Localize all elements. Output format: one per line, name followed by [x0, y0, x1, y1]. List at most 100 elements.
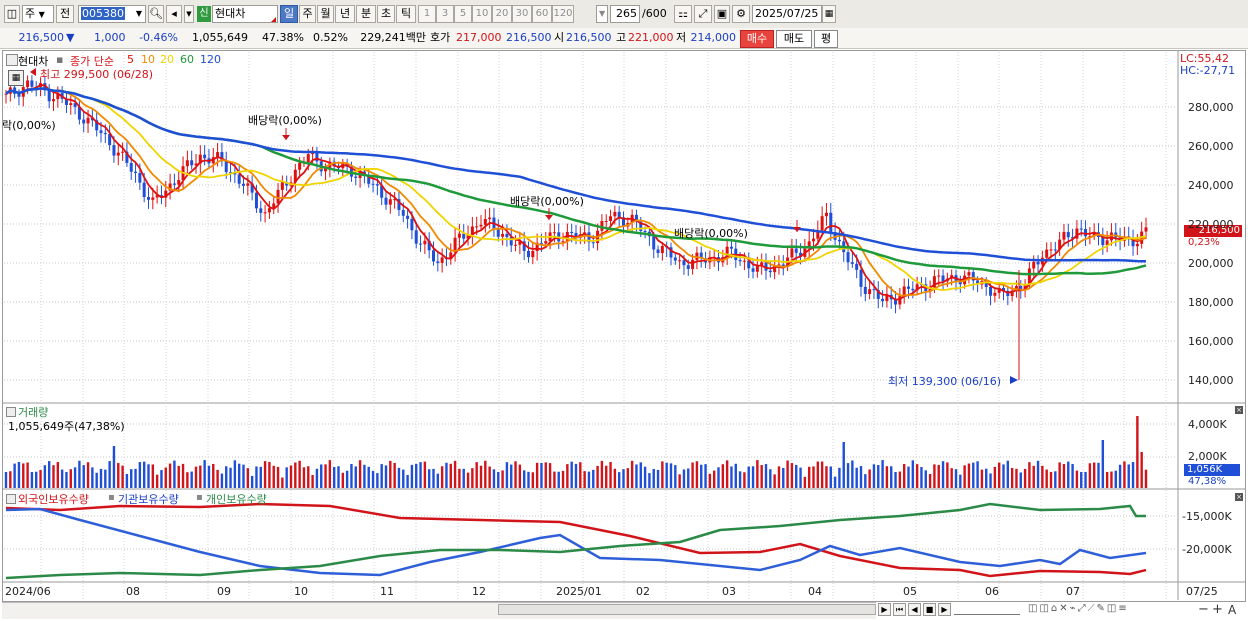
volume-bar	[397, 467, 401, 488]
stock-name-field[interactable]: 현대차	[212, 5, 278, 23]
sell-button[interactable]: 매도	[776, 30, 812, 48]
x-axis-label: 2024/06	[5, 585, 51, 598]
period-button[interactable]: 초	[377, 5, 395, 23]
ask-label: 호가	[430, 31, 451, 44]
interval-button[interactable]: 3	[436, 5, 454, 23]
scroll-start-icon[interactable]: ⏮	[893, 603, 906, 616]
play-forward-icon[interactable]: ▶	[938, 603, 951, 616]
panel-menu-icon[interactable]	[6, 54, 18, 66]
close-icon[interactable]: ×	[1235, 406, 1243, 414]
chevron-down-icon[interactable]: ▼	[135, 9, 142, 18]
volume-bar	[605, 465, 608, 488]
zoom-out-icon[interactable]: −	[1198, 602, 1209, 617]
chevron-down-icon[interactable]: ▼	[184, 5, 194, 23]
period-button[interactable]: 일	[280, 5, 298, 23]
scrollbar-thumb[interactable]	[498, 604, 876, 615]
volume-bar	[440, 466, 444, 488]
candle-body	[881, 298, 885, 302]
interval-button[interactable]: 1	[418, 5, 436, 23]
period-button[interactable]: 월	[317, 5, 334, 23]
date-input[interactable]: 2025/07/25	[752, 5, 822, 23]
candle-body	[1084, 229, 1088, 237]
interval-button[interactable]: 30	[512, 5, 532, 23]
calendar-icon[interactable]: ▦	[822, 5, 836, 23]
panel-menu-icon[interactable]	[6, 407, 16, 417]
scroll-right-icon[interactable]: ▶	[878, 603, 891, 616]
volume-bar	[777, 466, 781, 488]
period-button[interactable]: 분	[356, 5, 376, 23]
compare-icon[interactable]: ⚏	[674, 5, 692, 23]
evaluate-button[interactable]: 평	[814, 30, 838, 48]
volume-bar	[95, 472, 98, 488]
zoom-in-icon[interactable]: +	[1212, 602, 1223, 617]
volume-bar	[890, 466, 893, 488]
price-change-pct: -0.46%	[139, 31, 178, 44]
volume-bar	[812, 466, 815, 488]
candle-body	[531, 250, 535, 258]
period-button[interactable]: 틱	[396, 5, 416, 23]
gear-icon[interactable]: ⚙	[732, 5, 750, 23]
volume-bar	[1123, 461, 1126, 488]
candle-body	[479, 224, 483, 227]
draw-line-icon[interactable]: ⤢	[694, 5, 712, 23]
interval-button[interactable]: 60	[532, 5, 552, 23]
volume-bar	[1041, 465, 1044, 488]
candle-body	[868, 289, 872, 294]
candle-body	[73, 103, 77, 107]
zoom-slider[interactable]	[954, 606, 1020, 615]
price-tick: 180,000	[1188, 296, 1234, 309]
speaker-icon[interactable]: ◂	[166, 5, 182, 23]
play-back-icon[interactable]: ◀	[908, 603, 921, 616]
candle-body	[958, 280, 962, 285]
table-icon[interactable]: ▦	[8, 70, 24, 86]
candle-body	[47, 90, 51, 102]
interval-button[interactable]: 5	[454, 5, 472, 23]
candle-body	[1109, 232, 1113, 241]
interval-button[interactable]: 10	[472, 5, 492, 23]
panel-menu-icon[interactable]	[6, 494, 16, 504]
interval-button[interactable]: 120	[552, 5, 574, 23]
auto-scale-icon[interactable]: A	[1228, 603, 1237, 617]
volume-bar	[82, 465, 85, 488]
volume-bar	[928, 473, 932, 488]
stock-code-input[interactable]: 005380 ▼	[78, 5, 146, 23]
interval-button[interactable]: 20	[492, 5, 512, 23]
buy-button[interactable]: 매수	[740, 30, 774, 48]
volume-bar	[553, 471, 556, 488]
candle-body	[911, 288, 915, 291]
bar-count-input[interactable]: 265	[610, 5, 640, 23]
period-button[interactable]: 주	[299, 5, 316, 23]
price-change: 1,000	[94, 31, 126, 44]
close-icon[interactable]: ×	[1235, 493, 1243, 501]
period-prefix-button[interactable]: 전	[56, 5, 74, 23]
candle-body	[466, 234, 470, 239]
volume-bar	[194, 466, 198, 488]
save-icon[interactable]: ▣	[714, 5, 730, 23]
candle-body	[142, 182, 146, 197]
candle-body	[1135, 243, 1139, 247]
candle-body	[673, 257, 677, 261]
bar-count-max: /600	[642, 7, 667, 20]
period-button[interactable]: 년	[335, 5, 355, 23]
candle-body	[682, 260, 686, 266]
volume-bar	[769, 469, 772, 488]
volume-bar	[959, 474, 962, 488]
candle-body	[129, 162, 133, 172]
volume-bar	[855, 467, 858, 488]
volume-bar	[445, 462, 448, 488]
search-icon[interactable]: 🔍︎	[148, 5, 164, 23]
volume-bar	[393, 462, 396, 488]
down-arrow-icon: ▼	[66, 31, 75, 44]
volume-bar	[915, 464, 919, 488]
candle-body	[1062, 231, 1066, 240]
chevron-down-icon[interactable]: ▼	[596, 5, 608, 23]
chart-settings-icon[interactable]: ◫	[4, 5, 20, 23]
candle-body	[894, 299, 898, 305]
tool-icons[interactable]: ◫◫⌂✕⌁⤢⟋✎◫≡	[1028, 603, 1129, 614]
market-select[interactable]: 주 ▼	[22, 5, 54, 23]
stop-icon[interactable]: ■	[923, 603, 936, 616]
candle-body	[794, 248, 798, 253]
volume-bar	[207, 465, 211, 488]
candle-body	[449, 252, 453, 260]
